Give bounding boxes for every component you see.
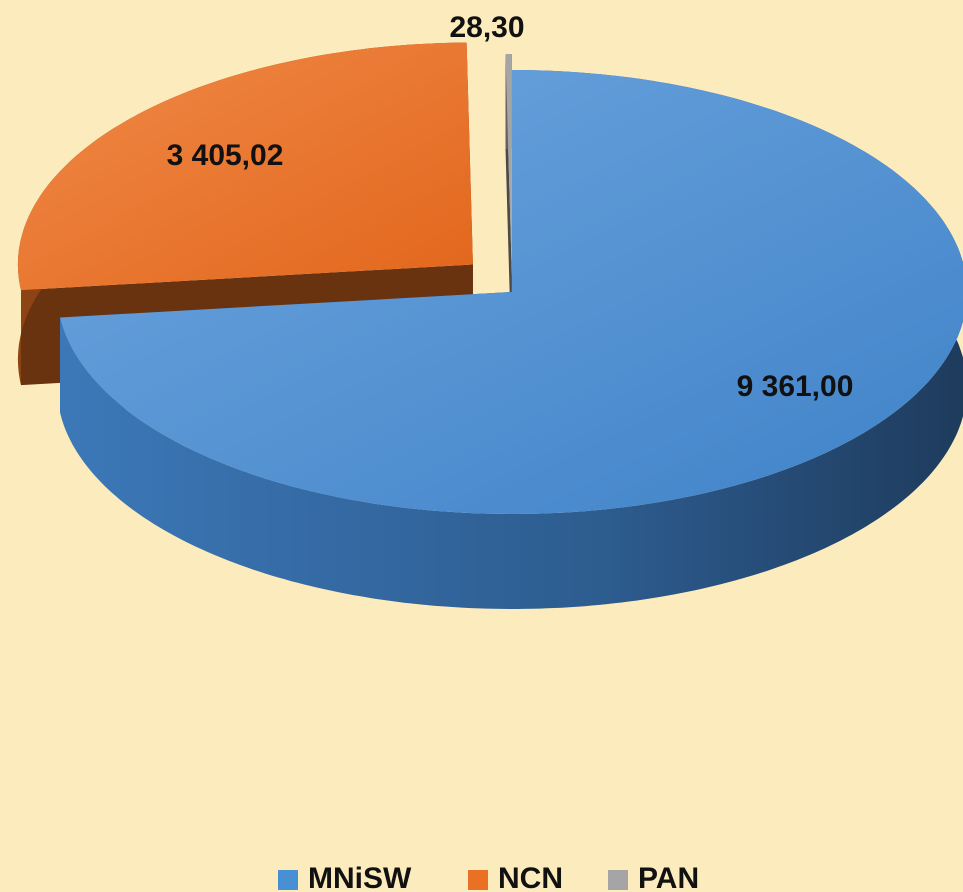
- legend-swatch: [608, 870, 628, 890]
- legend-label: PAN: [638, 862, 699, 892]
- data-label: 28,30: [449, 11, 524, 44]
- legend-label: MNiSW: [308, 862, 412, 892]
- pie-slice: [505, 54, 512, 371]
- legend-label: NCN: [498, 862, 563, 892]
- legend-swatch: [468, 870, 488, 890]
- pie-slice: [60, 70, 963, 609]
- slice-top: [60, 70, 963, 514]
- slice-top: [17, 42, 473, 291]
- slice-top: [505, 54, 512, 276]
- legend-swatch: [278, 870, 298, 890]
- data-label: 9 361,00: [737, 370, 854, 403]
- data-label: 3 405,02: [167, 139, 284, 172]
